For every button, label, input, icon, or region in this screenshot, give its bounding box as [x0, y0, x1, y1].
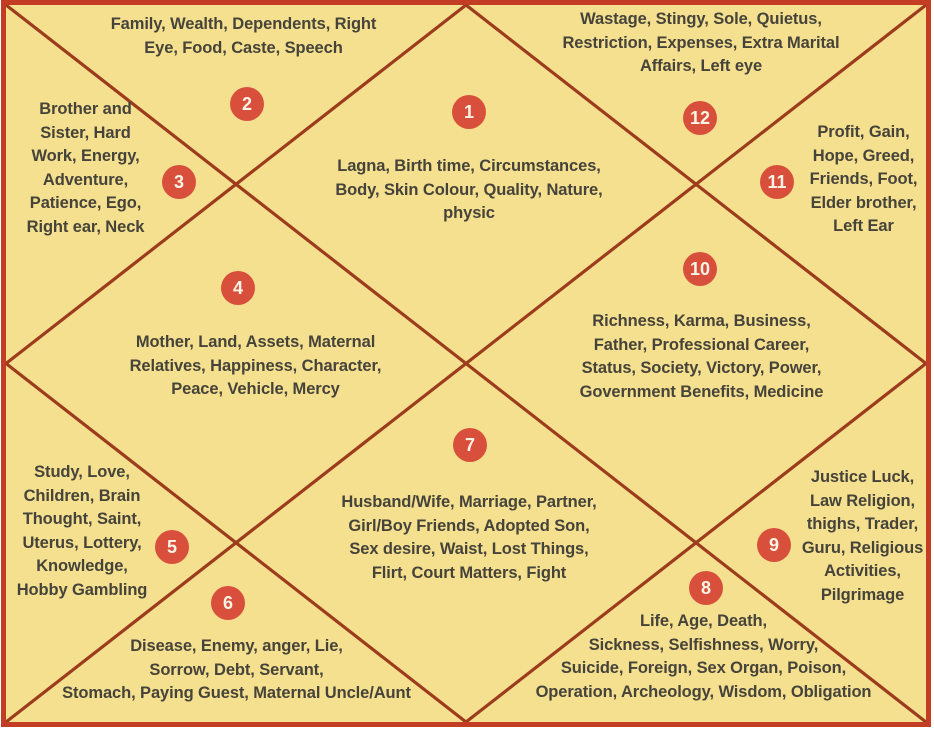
house-7-number-badge: 7 — [453, 428, 487, 462]
house-4-keywords: Mother, Land, Assets, Maternal Relatives… — [129, 333, 382, 398]
house-6-keywords: Disease, Enemy, anger, Lie, Sorrow, Debt… — [62, 637, 411, 702]
house-5-keywords: Study, Love, Children, Brain Thought, Sa… — [16, 463, 148, 599]
house-10-number-badge: 10 — [683, 252, 717, 286]
house-12-number-badge: 12 — [683, 101, 717, 135]
house-1-keywords: Lagna, Birth time, Circumstances, Body, … — [335, 157, 603, 222]
house-3-number-badge: 3 — [162, 165, 196, 199]
house-6-number-badge: 6 — [211, 586, 245, 620]
house-4-number-badge: 4 — [221, 271, 255, 305]
house-10-keywords: Richness, Karma, Business, Father, Profe… — [579, 312, 824, 401]
house-12-keywords: Wastage, Stingy, Sole, Quietus, Restrict… — [562, 10, 840, 75]
house-9-number-badge: 9 — [757, 528, 791, 562]
house-2-number-badge: 2 — [230, 87, 264, 121]
house-8-number-badge: 8 — [689, 571, 723, 605]
diagonal-line-topright-bottomleft — [6, 5, 926, 722]
house-8-keywords: Life, Age, Death, Sickness, Selfishness,… — [535, 612, 872, 701]
house-3-keywords: Brother and Sister, Hard Work, Energy, A… — [26, 100, 145, 236]
chart-lines — [6, 5, 926, 722]
house-2-keywords: Family, Wealth, Dependents, Right Eye, F… — [110, 15, 377, 57]
house-7-keywords: Husband/Wife, Marriage, Partner, Girl/Bo… — [341, 493, 597, 582]
house-11-keywords: Profit, Gain, Hope, Greed, Friends, Foot… — [809, 123, 918, 235]
midpoint-diamond — [6, 5, 926, 722]
house-1-number-badge: 1 — [452, 95, 486, 129]
house-9-keywords: Justice Luck, Law Religion, thighs, Trad… — [801, 468, 924, 604]
house-5-number-badge: 5 — [155, 530, 189, 564]
house-11-number-badge: 11 — [760, 165, 794, 199]
